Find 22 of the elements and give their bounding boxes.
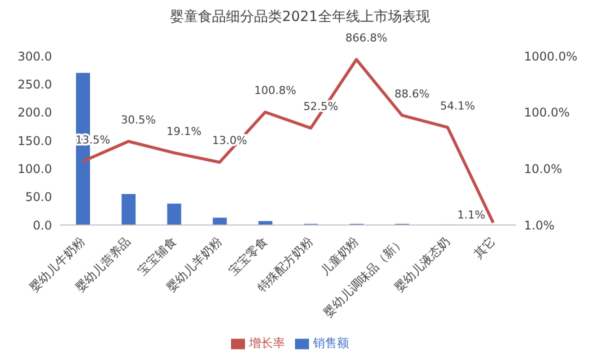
y-tick-label: 50.0	[25, 190, 52, 204]
y2-tick-label: 1000.0%	[524, 49, 578, 64]
y2-tick-label: 10.0%	[524, 162, 562, 176]
y-tick-label: 300.0	[18, 49, 52, 64]
y2-tick-label: 100.0%	[524, 106, 570, 120]
y-tick-label: 250.0	[18, 77, 52, 92]
data-label: 1.1%	[457, 208, 486, 222]
y-tick-label: 0.0	[32, 218, 52, 232]
data-label: 54.1%	[440, 99, 476, 112]
data-label: 100.8%	[254, 84, 296, 98]
y-tick-label: 150.0	[18, 134, 52, 148]
data-label: 88.6%	[394, 87, 430, 100]
data-label: 19.1%	[166, 124, 202, 138]
data-label: 30.5%	[120, 113, 156, 126]
legend-label: 销售额	[313, 336, 349, 350]
data-label: 866.8%	[345, 31, 388, 44]
y-tick-label: 100.0	[18, 162, 52, 176]
y-tick-label: 200.0	[18, 106, 52, 120]
y2-tick-label: 1.0%	[524, 218, 554, 232]
chart-title: 婴童食品细分品类2021全年线上市场表现	[169, 8, 431, 26]
legend-label: 增长率	[249, 336, 285, 350]
x-tick-label: 其它	[471, 234, 498, 261]
